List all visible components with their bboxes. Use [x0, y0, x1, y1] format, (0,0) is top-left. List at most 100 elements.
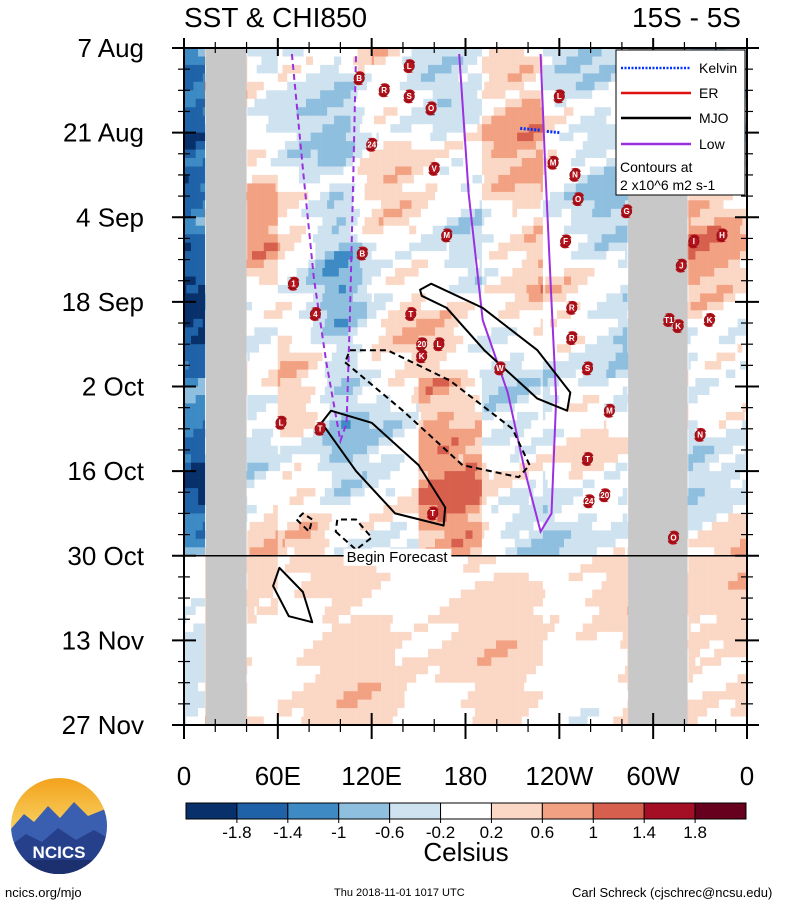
sst-cell [308, 480, 311, 489]
sst-cell [271, 226, 274, 235]
sst-cell [287, 530, 290, 539]
sst-cell [318, 378, 321, 387]
sst-cell [329, 167, 332, 176]
sst-cell [198, 420, 201, 429]
sst-cell [254, 403, 257, 412]
sst-cell [290, 497, 293, 506]
sst-cell [266, 234, 269, 243]
sst-cell [297, 310, 300, 319]
sst-cell [273, 90, 276, 99]
sst-cell [313, 387, 316, 396]
sst-cell [311, 412, 314, 421]
sst-cell [203, 82, 206, 91]
sst-cell [198, 293, 201, 302]
sst-cell [203, 387, 206, 396]
sst-cell [257, 141, 260, 150]
sst-cell [191, 141, 194, 150]
sst-cell [273, 640, 276, 649]
sst-cell [280, 437, 283, 446]
sst-cell [271, 420, 274, 429]
sst-cell [191, 395, 194, 404]
sst-cell [257, 183, 260, 192]
sst-cell [322, 700, 325, 709]
sst-cell [322, 226, 325, 235]
sst-cell [196, 463, 199, 472]
sst-cell [276, 395, 279, 404]
sst-cell [294, 319, 297, 328]
sst-cell [327, 260, 330, 269]
sst-cell [203, 133, 206, 142]
sst-cell [276, 471, 279, 480]
sst-cell [254, 243, 257, 252]
sst-cell [287, 556, 290, 565]
sst-cell [278, 657, 281, 666]
sst-cell [308, 336, 311, 345]
sst-cell [278, 234, 281, 243]
sst-cell [313, 82, 316, 91]
sst-cell [252, 133, 255, 142]
sst-cell [325, 590, 328, 599]
sst-cell [200, 192, 203, 201]
sst-cell [273, 395, 276, 404]
sst-cell [264, 497, 267, 506]
sst-cell [299, 82, 302, 91]
sst-cell [327, 234, 330, 243]
sst-cell [191, 581, 194, 590]
sst-cell [252, 497, 255, 506]
sst-cell [290, 370, 293, 379]
sst-cell [278, 268, 281, 277]
sst-cell [196, 183, 199, 192]
sst-cell [186, 471, 189, 480]
sst-cell [266, 251, 269, 260]
sst-cell [294, 141, 297, 150]
sst-cell [327, 649, 330, 658]
sst-cell [191, 327, 194, 336]
sst-cell [200, 277, 203, 286]
sst-cell [299, 708, 302, 717]
sst-cell [203, 234, 206, 243]
sst-cell [186, 57, 189, 66]
sst-cell [200, 522, 203, 531]
sst-cell [308, 90, 311, 99]
sst-cell [250, 378, 253, 387]
sst-cell [283, 615, 286, 624]
sst-cell [325, 344, 328, 353]
sst-cell [278, 395, 281, 404]
sst-cell [250, 513, 253, 522]
sst-cell [198, 99, 201, 108]
sst-cell [266, 683, 269, 692]
sst-cell [259, 505, 262, 514]
sst-cell [297, 412, 300, 421]
sst-cell [273, 615, 276, 624]
sst-cell [266, 65, 269, 74]
sst-cell [268, 590, 271, 599]
sst-cell [292, 420, 295, 429]
sst-cell [200, 209, 203, 218]
sst-cell [247, 167, 250, 176]
sst-cell [273, 124, 276, 133]
sst-cell [320, 293, 323, 302]
sst-cell [311, 65, 314, 74]
sst-cell [299, 310, 302, 319]
sst-cell [252, 378, 255, 387]
sst-cell [278, 158, 281, 167]
sst-cell [276, 522, 279, 531]
sst-cell [259, 226, 262, 235]
sst-cell [301, 683, 304, 692]
sst-cell [273, 277, 276, 286]
sst-cell [273, 65, 276, 74]
sst-cell [271, 150, 274, 159]
sst-cell [191, 437, 194, 446]
sst-cell [292, 590, 295, 599]
sst-cell [200, 361, 203, 370]
sst-cell [193, 480, 196, 489]
sst-cell [189, 226, 192, 235]
sst-cell [252, 480, 255, 489]
sst-cell [313, 183, 316, 192]
sst-cell [247, 547, 250, 556]
sst-cell [276, 530, 279, 539]
sst-cell [311, 691, 314, 700]
sst-cell [200, 57, 203, 66]
sst-cell [273, 361, 276, 370]
sst-cell [257, 226, 260, 235]
